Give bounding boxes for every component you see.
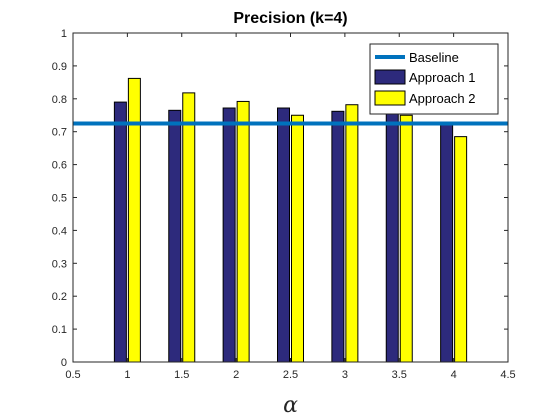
y-tick-label: 0.5 [52,193,67,205]
bar-approach-1-4 [331,110,345,363]
x-tick-label: 0.5 [65,369,80,381]
bar-approach-1-2 [222,107,236,363]
bar-approach-1-6 [440,122,454,363]
legend-approach2-swatch [374,90,406,106]
y-tick-label: 0.7 [52,127,67,139]
legend-label-approach-2: Approach 2 [409,91,476,106]
legend: Baseline Approach 1 Approach 2 [369,43,499,115]
x-tick-label: 3.5 [392,369,407,381]
x-tick-label: 3 [342,369,348,381]
y-tick-label: 0.9 [52,61,67,73]
x-tick-label: 2.5 [283,369,298,381]
legend-label-approach-1: Approach 1 [409,70,476,85]
bar-approach-2-2 [236,100,250,363]
bar-approach-2-3 [291,114,304,363]
x-tick-label: 4.5 [500,369,515,381]
x-tick-label: 1.5 [174,369,189,381]
x-axis-label: α [283,393,298,418]
x-tick-label: 1 [124,369,130,381]
x-tick-label: 4 [451,369,457,381]
y-tick-label: 0.3 [52,258,67,270]
y-tick-label: 0.8 [52,94,67,106]
y-tick-label: 0.2 [52,291,67,303]
bar-approach-1-5 [385,111,399,363]
legend-label-baseline: Baseline [409,50,459,65]
y-tick-label: 1 [61,28,67,40]
axis-ticks: 0.5 1 1.5 2 2.5 3 3.5 4 4.5 0 0.1 0.2 0.3 0.4 0.5 0.6 0.… [52,28,516,381]
bar-approach-2-6 [454,136,468,363]
bar-approach-2-5 [399,114,413,363]
x-tick-label: 2 [233,369,239,381]
y-tick-label: 0.1 [52,324,67,336]
legend-approach1-swatch [374,69,406,85]
bar-approach-1-0 [113,101,127,363]
bar-approach-1-1 [168,109,182,363]
y-tick-label: 0.6 [52,160,67,172]
bar-approach-2-4 [345,104,359,363]
bar-approach-1-3 [277,107,290,363]
y-tick-label: 0 [61,357,67,369]
y-tick-label: 0.4 [52,225,67,237]
chart-title: Precision (k=4) [233,10,347,27]
bar-approach-2-1 [182,92,196,363]
bar-approach-2-0 [127,77,141,363]
